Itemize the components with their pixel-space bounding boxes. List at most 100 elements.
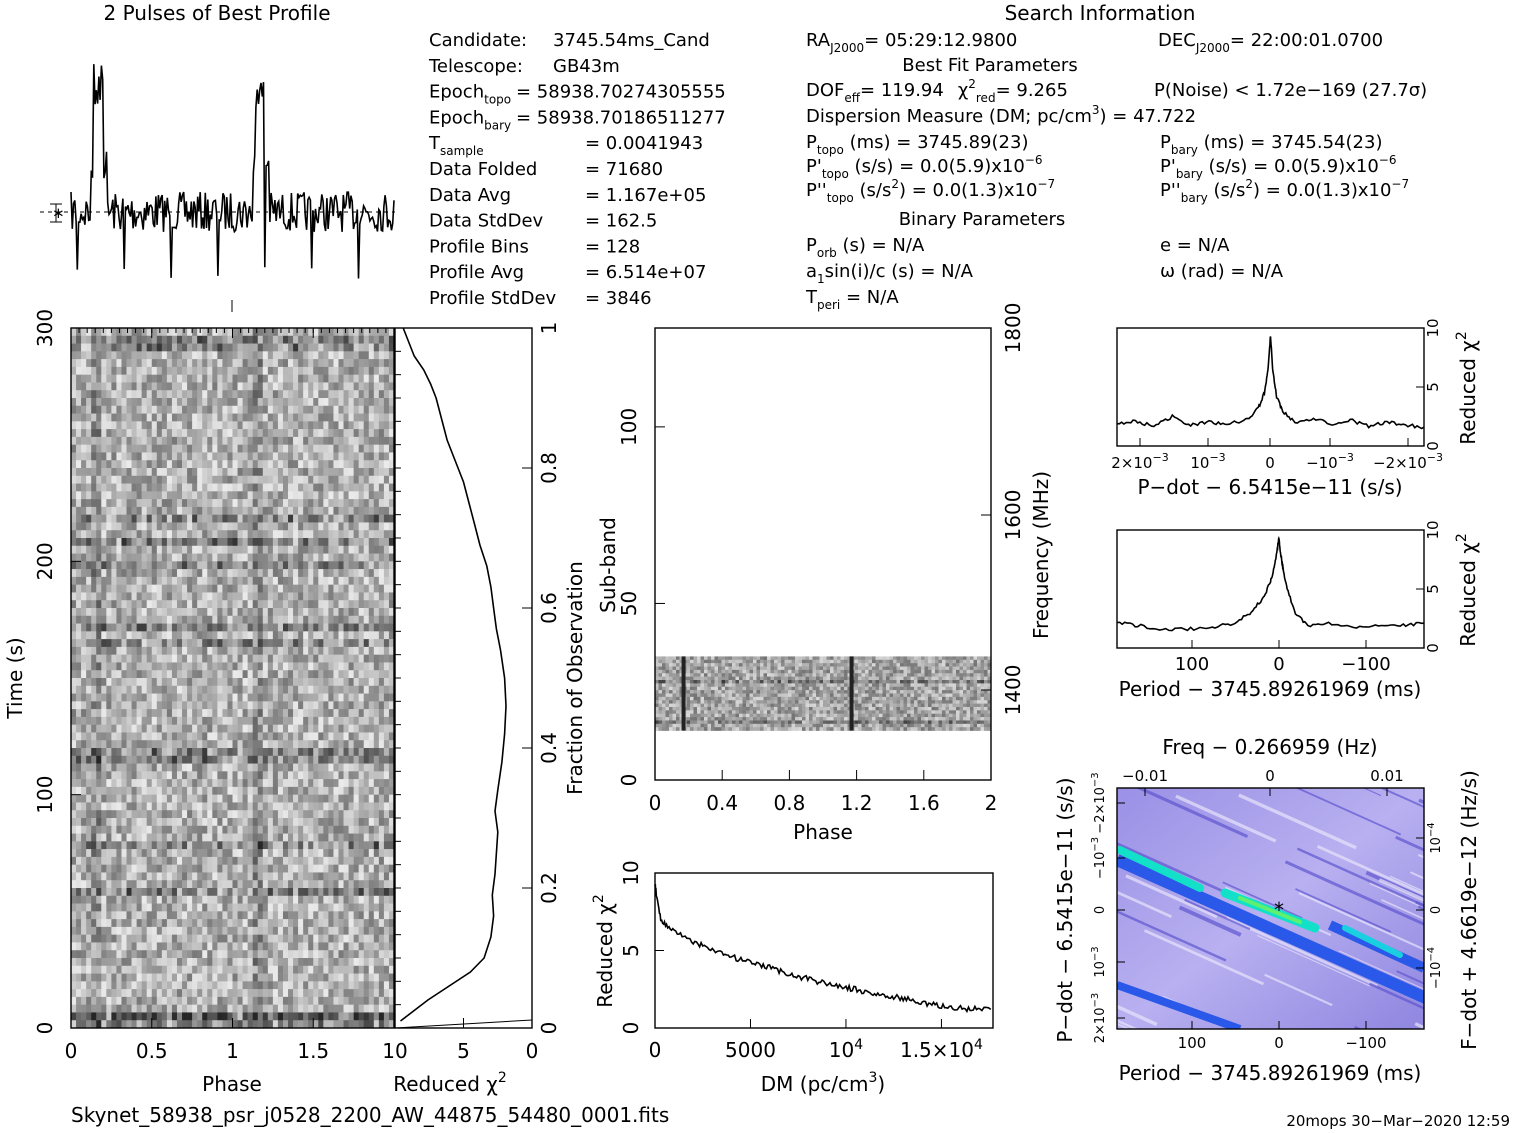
heatmap-cell	[116, 475, 122, 484]
heatmap-cell	[81, 685, 87, 694]
heatmap-cell	[368, 569, 375, 578]
heatmap-cell	[131, 841, 137, 850]
heatmap-cell	[298, 615, 304, 624]
heatmap-cell	[282, 343, 289, 352]
heatmap-cell	[222, 576, 228, 585]
heatmap-cell	[363, 654, 370, 663]
heatmap-cell	[86, 436, 92, 445]
heatmap-cell	[222, 468, 228, 477]
heatmap-cell	[293, 483, 299, 492]
heatmap-cell	[257, 561, 264, 570]
heatmap-cell	[232, 483, 238, 492]
heatmap-cell	[116, 740, 122, 749]
heatmap-cell	[232, 802, 238, 811]
heatmap-cell	[308, 639, 314, 648]
heatmap-cell	[131, 374, 137, 383]
heatmap-cell	[277, 732, 284, 741]
heatmap-cell	[378, 631, 385, 640]
heatmap-cell	[192, 654, 198, 663]
heatmap-cell	[242, 390, 248, 399]
heatmap-cell	[368, 755, 375, 764]
heatmap-cell	[141, 592, 148, 601]
heatmap-cell	[328, 390, 334, 399]
heatmap-cell	[333, 818, 339, 827]
heatmap-cell	[111, 880, 117, 889]
heatmap-cell	[222, 631, 228, 640]
heatmap-cell	[293, 584, 299, 593]
search-info-title: Search Information	[1005, 1, 1196, 25]
heatmap-cell	[313, 413, 319, 422]
heatmap-cell	[212, 646, 218, 655]
heatmap-cell	[81, 421, 87, 430]
heatmap-cell	[71, 475, 77, 484]
heatmap-cell	[131, 693, 137, 702]
heatmap-cell	[388, 514, 395, 523]
heatmap-cell	[192, 499, 198, 508]
heatmap-cell	[288, 351, 294, 360]
heatmap-cell	[187, 483, 193, 492]
heatmap-cell	[222, 374, 228, 383]
heatmap-cell	[182, 701, 188, 710]
heatmap-cell	[298, 569, 304, 578]
heatmap-cell	[71, 600, 77, 609]
heatmap-cell	[192, 398, 198, 407]
heatmap-cell	[232, 413, 238, 422]
heatmap-cell	[171, 382, 178, 391]
heatmap-cell	[232, 359, 238, 368]
heatmap-cell	[288, 701, 294, 710]
heatmap-cell	[197, 740, 203, 749]
heatmap-cell	[323, 623, 329, 632]
heatmap-cell	[146, 763, 153, 772]
heatmap-cell	[166, 810, 173, 819]
heatmap-cell	[313, 615, 319, 624]
heatmap-cell	[388, 833, 395, 842]
heatmap-cell	[106, 608, 112, 617]
heatmap-cell	[81, 755, 87, 764]
heatmap-cell	[378, 460, 385, 469]
heatmap-cell	[267, 716, 274, 725]
heatmap-cell	[257, 755, 264, 764]
heatmap-cell	[262, 849, 269, 858]
heatmap-cell	[71, 732, 77, 741]
heatmap-cell	[303, 343, 309, 352]
heatmap-cell	[111, 328, 117, 337]
heatmap-cell	[166, 919, 173, 928]
heatmap-cell	[237, 468, 243, 477]
heatmap-cell	[267, 833, 274, 842]
heatmap-cell	[222, 724, 228, 733]
heatmap-cell	[277, 670, 284, 679]
heatmap-cell	[192, 615, 198, 624]
heatmap-cell	[348, 530, 354, 539]
heatmap-cell	[116, 538, 122, 547]
heatmap-cell	[202, 895, 208, 904]
heatmap-cell	[156, 553, 163, 562]
heatmap-cell	[323, 390, 329, 399]
heatmap-cell	[217, 351, 223, 360]
heatmap-cell	[288, 436, 294, 445]
heatmap-cell	[303, 911, 309, 920]
heatmap-cell	[288, 382, 294, 391]
heatmap-cell	[353, 880, 359, 889]
heatmap-cell	[232, 576, 238, 585]
heatmap-cell	[267, 522, 274, 531]
heatmap-cell	[192, 608, 198, 617]
heatmap-cell	[151, 351, 158, 360]
heatmap-cell	[101, 670, 107, 679]
heatmap-cell	[126, 919, 132, 928]
info-row-value: = 128	[585, 236, 640, 257]
heatmap-cell	[176, 491, 183, 500]
heatmap-cell	[328, 825, 334, 834]
heatmap-cell	[313, 825, 319, 834]
heatmap-cell	[176, 701, 183, 710]
heatmap-cell	[86, 600, 92, 609]
heatmap-cell	[363, 429, 370, 438]
heatmap-cell	[217, 825, 223, 834]
heatmap-cell	[156, 802, 163, 811]
heatmap-cell	[323, 514, 329, 523]
heatmap-cell	[353, 530, 359, 539]
heatmap-cell	[363, 405, 370, 414]
heatmap-cell	[197, 491, 203, 500]
heatmap-cell	[388, 716, 395, 725]
heatmap-cell	[197, 545, 203, 554]
heatmap-cell	[96, 872, 102, 881]
